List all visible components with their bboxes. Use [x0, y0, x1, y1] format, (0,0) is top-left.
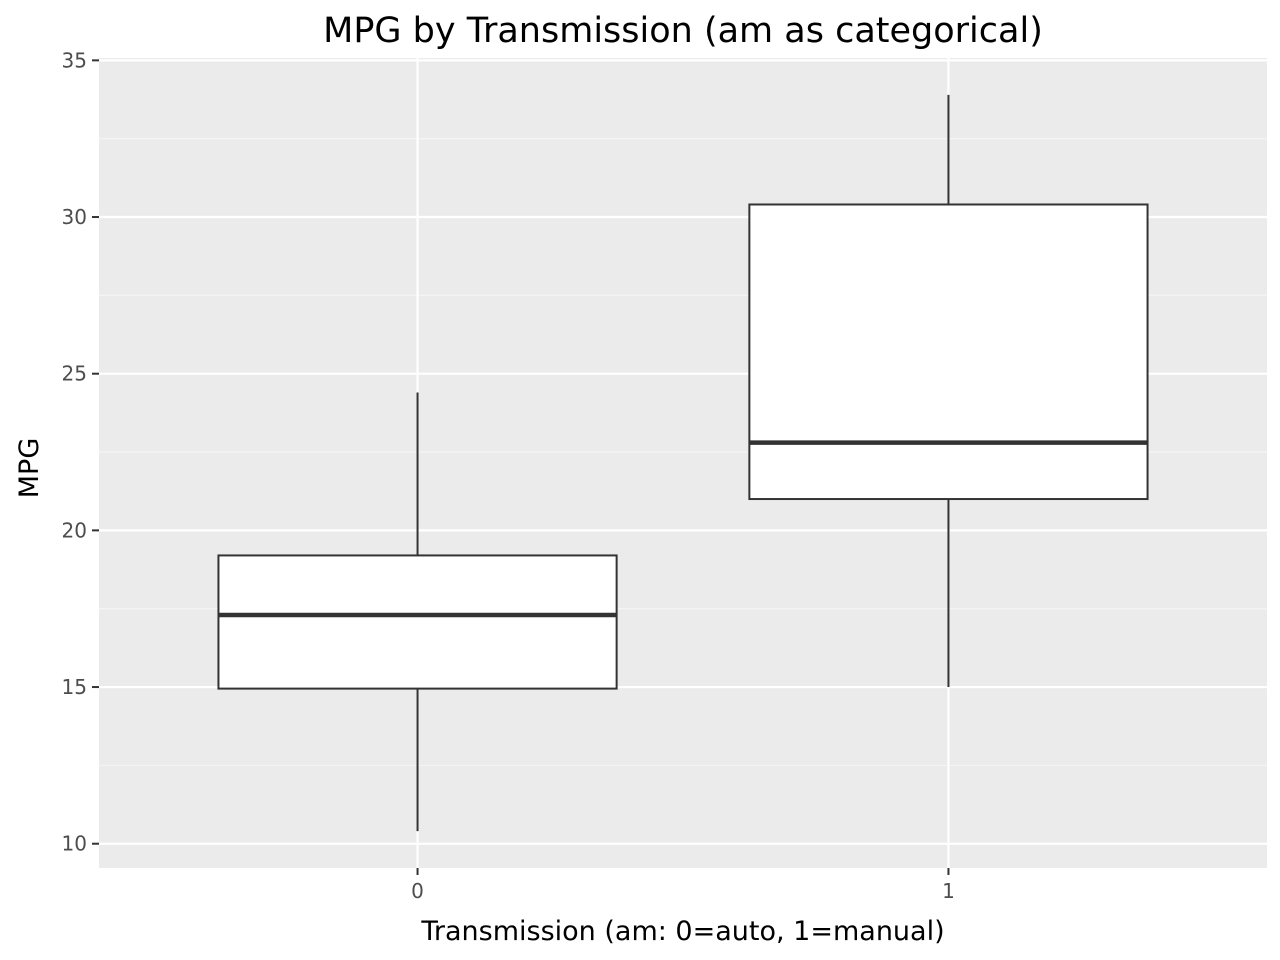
y-tick-label: 20	[62, 518, 87, 542]
boxplot-1	[748, 94, 1149, 688]
y-tick-label: 30	[62, 205, 87, 229]
box-iqr	[217, 554, 618, 690]
chart-title: MPG by Transmission (am as categorical)	[323, 11, 1043, 51]
x-axis-label: Transmission (am: 0=auto, 1=manual)	[420, 916, 944, 947]
y-axis-label: MPG	[14, 438, 45, 499]
y-tick-label: 15	[62, 675, 87, 699]
box-iqr	[748, 203, 1149, 501]
y-tick-label: 25	[62, 362, 87, 386]
y-tick-label: 35	[62, 48, 87, 72]
y-axis: 10 15 20 25 30 35	[62, 48, 99, 856]
y-tick-label: 10	[62, 832, 87, 856]
boxplot-0	[217, 392, 618, 832]
boxplots	[217, 94, 1149, 832]
x-tick-label: 1	[942, 879, 955, 903]
x-tick-label: 0	[411, 879, 424, 903]
